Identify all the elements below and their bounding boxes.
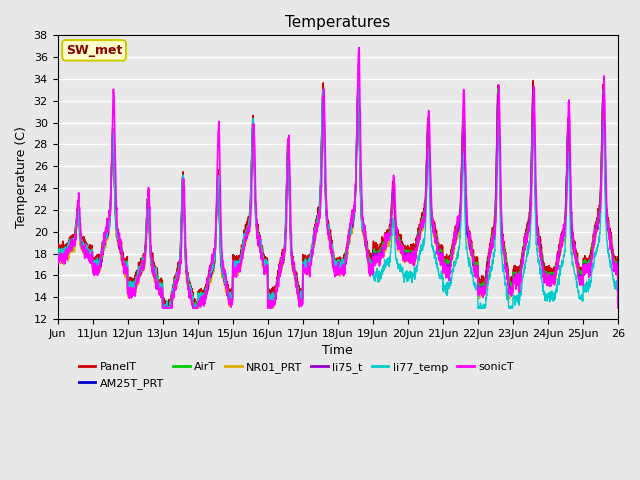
NR01_PRT bbox=[54, 252, 61, 258]
sonicT bbox=[614, 305, 622, 311]
X-axis label: Time: Time bbox=[323, 344, 353, 357]
AirT bbox=[607, 234, 614, 240]
Title: Temperatures: Temperatures bbox=[285, 15, 390, 30]
li75_t bbox=[607, 238, 614, 244]
Line: sonicT: sonicT bbox=[58, 48, 618, 308]
li77_temp bbox=[54, 252, 61, 258]
NR01_PRT bbox=[614, 305, 622, 311]
AirT bbox=[231, 260, 239, 265]
sonicT bbox=[539, 266, 547, 272]
Line: AM25T_PRT: AM25T_PRT bbox=[58, 91, 618, 308]
Line: li75_t: li75_t bbox=[58, 91, 618, 308]
Line: AirT: AirT bbox=[58, 88, 618, 308]
li75_t bbox=[231, 264, 239, 270]
Legend: PanelT, AM25T_PRT, AirT, NR01_PRT, li75_t, li77_temp, sonicT: PanelT, AM25T_PRT, AirT, NR01_PRT, li75_… bbox=[74, 358, 518, 393]
NR01_PRT bbox=[539, 264, 547, 270]
NR01_PRT bbox=[607, 240, 614, 246]
li77_temp bbox=[539, 281, 547, 287]
PanelT bbox=[538, 252, 546, 258]
AM25T_PRT bbox=[607, 237, 614, 243]
li77_temp bbox=[607, 264, 614, 270]
li75_t bbox=[614, 305, 622, 311]
sonicT bbox=[355, 45, 363, 50]
li75_t bbox=[159, 305, 166, 311]
sonicT bbox=[109, 86, 117, 92]
AirT bbox=[372, 249, 380, 255]
AM25T_PRT bbox=[372, 256, 380, 262]
li75_t bbox=[54, 253, 61, 259]
li75_t bbox=[109, 145, 117, 151]
li75_t bbox=[372, 252, 380, 258]
PanelT bbox=[371, 248, 379, 254]
AM25T_PRT bbox=[539, 258, 547, 264]
NR01_PRT bbox=[507, 291, 515, 297]
PanelT bbox=[529, 77, 537, 83]
PanelT bbox=[614, 305, 622, 311]
li75_t bbox=[529, 88, 537, 94]
AirT bbox=[494, 85, 502, 91]
AM25T_PRT bbox=[529, 88, 537, 94]
li75_t bbox=[539, 262, 547, 267]
NR01_PRT bbox=[494, 95, 502, 101]
Line: li77_temp: li77_temp bbox=[58, 86, 618, 308]
AirT bbox=[159, 305, 166, 311]
PanelT bbox=[606, 225, 614, 231]
li77_temp bbox=[614, 305, 622, 311]
PanelT bbox=[54, 246, 61, 252]
li77_temp bbox=[372, 269, 380, 275]
sonicT bbox=[54, 263, 61, 268]
AirT bbox=[539, 257, 547, 263]
Text: SW_met: SW_met bbox=[66, 44, 122, 57]
sonicT bbox=[159, 305, 166, 311]
NR01_PRT bbox=[159, 305, 166, 311]
li77_temp bbox=[231, 258, 239, 264]
AM25T_PRT bbox=[159, 305, 166, 311]
AirT bbox=[507, 282, 515, 288]
PanelT bbox=[230, 256, 238, 262]
li75_t bbox=[507, 287, 515, 292]
AM25T_PRT bbox=[109, 144, 117, 150]
AirT bbox=[614, 305, 622, 311]
Line: PanelT: PanelT bbox=[58, 80, 618, 308]
Y-axis label: Temperature (C): Temperature (C) bbox=[15, 126, 28, 228]
PanelT bbox=[506, 278, 514, 284]
li77_temp bbox=[354, 84, 362, 89]
NR01_PRT bbox=[231, 267, 239, 273]
AirT bbox=[54, 250, 61, 256]
NR01_PRT bbox=[109, 146, 117, 152]
li77_temp bbox=[507, 305, 515, 311]
sonicT bbox=[607, 237, 614, 242]
AM25T_PRT bbox=[507, 284, 515, 290]
sonicT bbox=[231, 267, 239, 273]
sonicT bbox=[507, 288, 515, 294]
AM25T_PRT bbox=[231, 265, 239, 271]
NR01_PRT bbox=[372, 255, 380, 261]
li77_temp bbox=[159, 305, 166, 311]
AM25T_PRT bbox=[54, 253, 61, 259]
li77_temp bbox=[109, 145, 117, 151]
sonicT bbox=[372, 256, 380, 262]
PanelT bbox=[109, 137, 117, 143]
Line: NR01_PRT: NR01_PRT bbox=[58, 98, 618, 308]
AM25T_PRT bbox=[614, 305, 622, 311]
AirT bbox=[109, 140, 117, 145]
